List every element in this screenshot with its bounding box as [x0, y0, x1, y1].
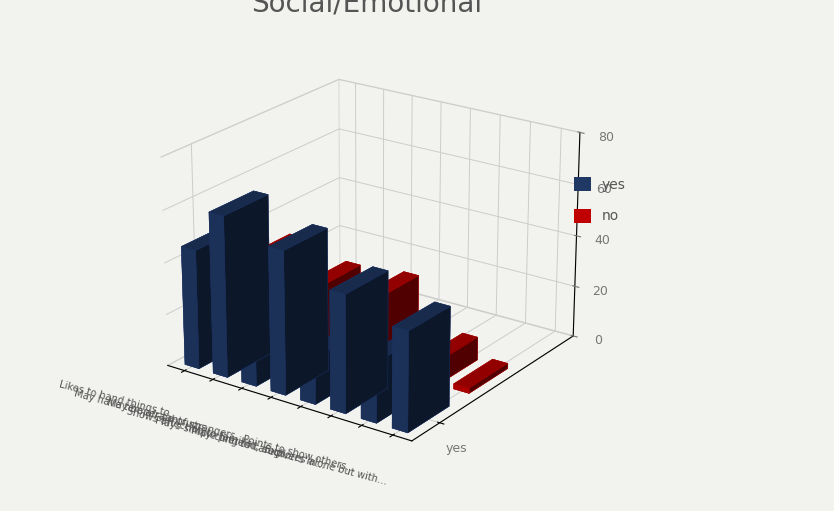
Title: Social/Emotional: Social/Emotional [251, 0, 483, 18]
Legend: yes, no: yes, no [567, 170, 633, 230]
